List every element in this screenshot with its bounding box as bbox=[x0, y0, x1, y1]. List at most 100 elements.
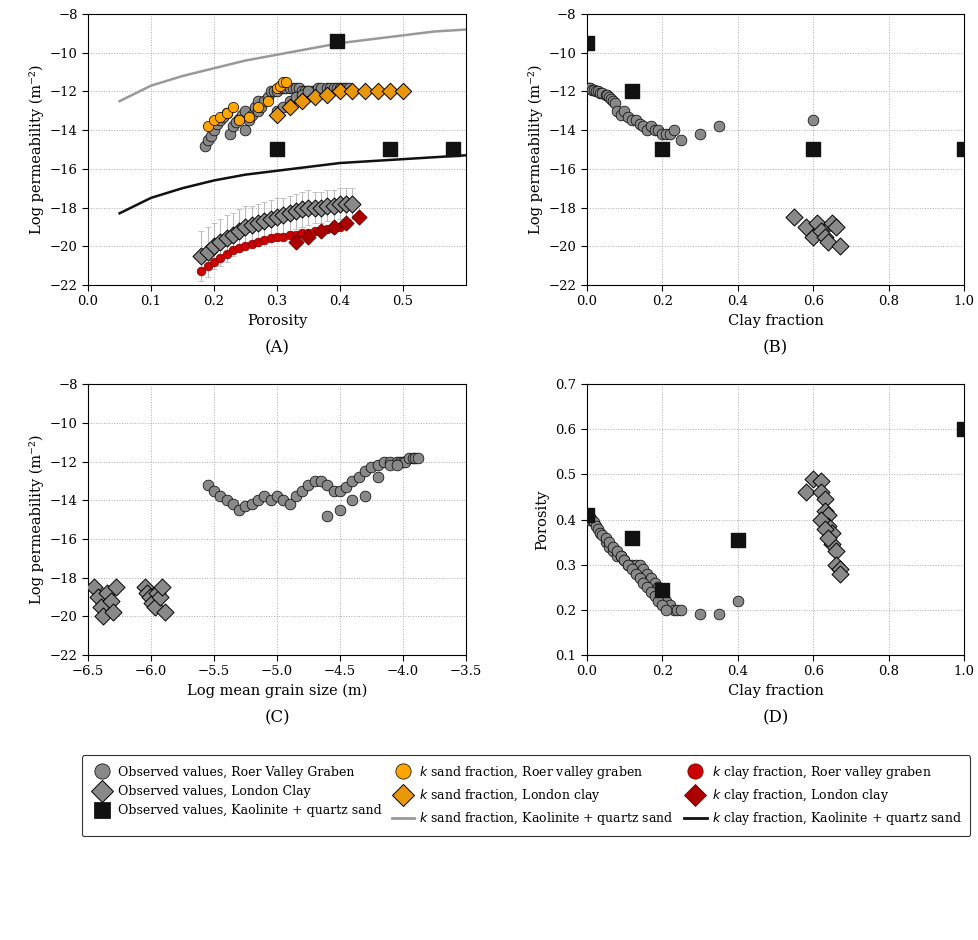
Point bbox=[218, 105, 234, 120]
Point bbox=[344, 474, 360, 489]
Point bbox=[653, 598, 669, 613]
Point bbox=[300, 226, 316, 241]
Point bbox=[206, 483, 222, 498]
Point bbox=[635, 118, 650, 133]
Point bbox=[310, 80, 326, 95]
Point bbox=[616, 553, 632, 568]
Point bbox=[272, 78, 288, 93]
Point bbox=[624, 557, 640, 572]
Point bbox=[290, 80, 306, 95]
Point bbox=[669, 603, 685, 618]
Point bbox=[326, 219, 341, 234]
Point bbox=[639, 566, 654, 581]
Y-axis label: Porosity: Porosity bbox=[535, 490, 549, 550]
Point bbox=[288, 489, 303, 504]
Point bbox=[288, 204, 303, 219]
Point bbox=[710, 118, 726, 133]
Point bbox=[831, 566, 847, 581]
Point bbox=[244, 217, 259, 232]
Point bbox=[282, 496, 297, 511]
Point bbox=[319, 478, 334, 493]
Point bbox=[218, 246, 234, 261]
Point bbox=[313, 474, 329, 489]
Y-axis label: Log permeability (m⁻²): Log permeability (m⁻²) bbox=[29, 65, 44, 234]
Point bbox=[631, 117, 646, 132]
Point bbox=[357, 489, 373, 504]
Text: (B): (B) bbox=[762, 339, 787, 356]
Point bbox=[616, 553, 632, 568]
Point bbox=[228, 115, 244, 130]
Point bbox=[382, 458, 398, 473]
Point bbox=[238, 498, 253, 513]
Point bbox=[620, 557, 636, 572]
Point bbox=[805, 142, 821, 157]
Point bbox=[294, 226, 310, 241]
Point bbox=[206, 113, 222, 128]
Point bbox=[275, 493, 290, 508]
Point bbox=[95, 609, 111, 624]
Point bbox=[823, 215, 839, 230]
Point bbox=[578, 36, 594, 51]
Point bbox=[256, 233, 272, 248]
Point bbox=[218, 105, 234, 120]
Point bbox=[303, 84, 319, 99]
Point bbox=[338, 196, 354, 212]
Point bbox=[218, 493, 234, 508]
Point bbox=[580, 512, 596, 527]
Point bbox=[338, 479, 354, 494]
Point bbox=[306, 84, 322, 99]
Point bbox=[388, 454, 404, 469]
Point bbox=[231, 113, 246, 128]
Point bbox=[598, 530, 613, 545]
Point bbox=[332, 80, 347, 95]
Point bbox=[319, 509, 334, 524]
Point bbox=[797, 219, 813, 234]
Point bbox=[812, 512, 827, 527]
Point bbox=[200, 258, 215, 273]
Point bbox=[599, 87, 614, 102]
Point bbox=[332, 196, 347, 212]
Point bbox=[262, 493, 278, 508]
Point bbox=[616, 103, 632, 118]
Point bbox=[332, 219, 347, 234]
Point bbox=[313, 80, 329, 95]
Point bbox=[812, 474, 827, 489]
Point bbox=[306, 200, 322, 215]
Point bbox=[661, 598, 677, 613]
Point bbox=[582, 509, 598, 525]
Point bbox=[297, 84, 313, 99]
Point bbox=[231, 111, 246, 126]
Point bbox=[269, 489, 285, 504]
Point bbox=[620, 109, 636, 124]
Point bbox=[262, 84, 278, 99]
Point bbox=[206, 239, 222, 254]
Point bbox=[600, 540, 616, 555]
Point bbox=[194, 264, 209, 279]
Point bbox=[624, 84, 640, 99]
Legend: Observed values, Roer Valley Graben, Observed values, London Clay, Observed valu: Observed values, Roer Valley Graben, Obs… bbox=[82, 755, 969, 836]
Point bbox=[108, 580, 123, 595]
Point bbox=[250, 493, 266, 508]
Point bbox=[218, 231, 234, 246]
Point bbox=[225, 243, 241, 258]
Point bbox=[612, 548, 628, 563]
Point bbox=[323, 80, 338, 95]
Point bbox=[200, 118, 215, 133]
Point bbox=[244, 237, 259, 252]
Point bbox=[279, 80, 294, 95]
Point bbox=[256, 213, 272, 228]
Point bbox=[329, 80, 344, 95]
Point bbox=[363, 460, 378, 475]
Point bbox=[250, 100, 266, 115]
Point bbox=[269, 107, 285, 122]
Point bbox=[816, 521, 831, 536]
Point bbox=[590, 522, 605, 537]
Point bbox=[823, 537, 839, 552]
Point bbox=[653, 582, 669, 597]
Point bbox=[646, 122, 662, 137]
Point bbox=[275, 208, 290, 223]
Point bbox=[288, 227, 303, 243]
Point bbox=[620, 557, 636, 572]
Point bbox=[329, 34, 344, 49]
Point bbox=[338, 80, 354, 95]
